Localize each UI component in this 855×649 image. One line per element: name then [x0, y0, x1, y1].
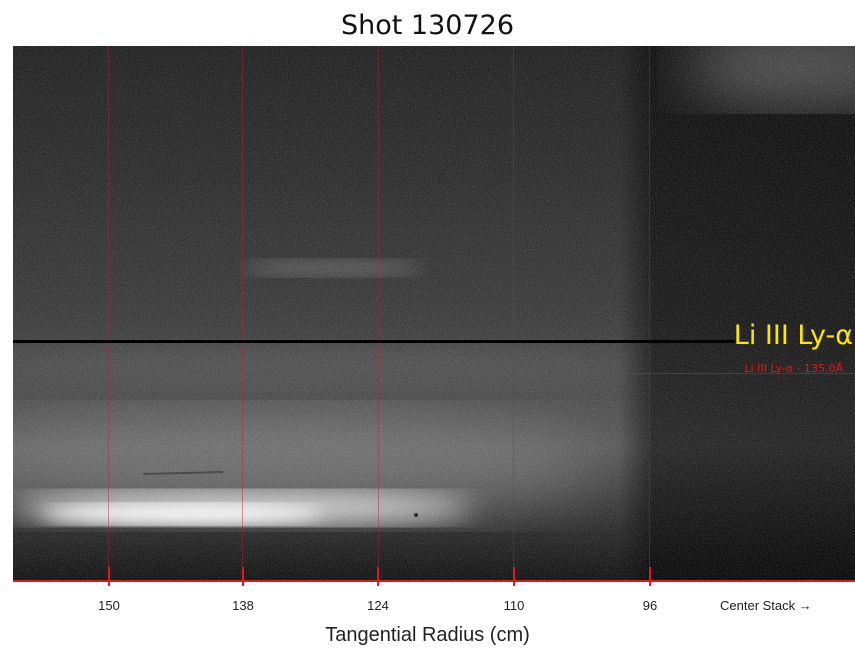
tick-label: 96: [642, 598, 658, 613]
tick-label: 150: [98, 598, 120, 613]
gridline-124: [378, 46, 379, 581]
x-axis-line: [13, 580, 855, 582]
line-label: Li III Ly-α: [733, 320, 853, 351]
camera-image: Li III Ly-α Li III Ly-α - 135.0Å: [13, 46, 855, 581]
gridline-96: [649, 46, 650, 581]
wavelength-gridline: [13, 373, 855, 374]
tick-124: [377, 567, 379, 586]
camera-image-render: [13, 46, 855, 581]
spectral-line-marker: [13, 340, 735, 343]
x-axis-label: Tangential Radius (cm): [325, 624, 530, 646]
gridline-110: [513, 46, 514, 581]
plot-title: Shot 130726: [340, 10, 514, 41]
tick-96: [649, 567, 651, 586]
line-sublabel: Li III Ly-α - 135.0Å: [744, 362, 843, 375]
center-stack-label: Center Stack →: [720, 598, 812, 613]
tick-110: [513, 567, 515, 586]
tick-label: 124: [367, 598, 389, 613]
gridline-138: [242, 46, 243, 581]
tick-label: 138: [232, 598, 254, 613]
tick-138: [242, 567, 244, 586]
gridline-150: [108, 46, 109, 581]
tick-label: 110: [503, 598, 525, 613]
tick-150: [108, 567, 110, 586]
